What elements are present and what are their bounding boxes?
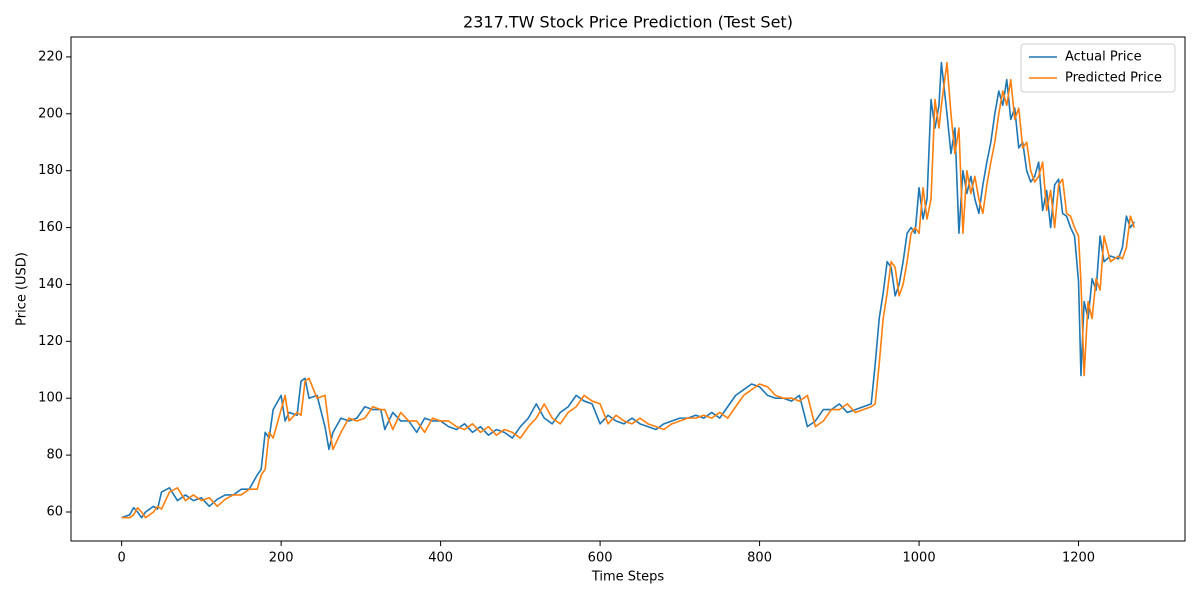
series-line	[121, 61, 1136, 519]
x-tick-label: 0	[117, 551, 125, 566]
series-line	[121, 61, 1136, 519]
legend-label: Actual Price	[1065, 50, 1142, 65]
x-tick-label: 400	[428, 551, 453, 566]
legend-box	[1020, 43, 1176, 93]
x-tick-label: 200	[269, 551, 294, 566]
y-tick-label: 220	[38, 49, 63, 64]
x-tick-label: 600	[588, 551, 613, 566]
y-tick-label: 80	[46, 448, 63, 463]
y-tick-label: 140	[38, 277, 63, 292]
x-tick-label: 1200	[1062, 551, 1095, 566]
y-tick-label: 200	[38, 106, 63, 121]
y-axis-label: Price (USD)	[15, 252, 30, 326]
y-tick-label: 60	[46, 504, 63, 519]
y-tick-label: 160	[38, 220, 63, 235]
chart-title: 2317.TW Stock Price Prediction (Test Set…	[463, 13, 793, 32]
x-tick-label: 1000	[903, 551, 936, 566]
y-tick-label: 100	[38, 391, 63, 406]
y-tick-label: 120	[38, 334, 63, 349]
plot-frame	[70, 36, 1186, 542]
legend-label: Predicted Price	[1065, 71, 1162, 86]
x-tick-label: 800	[747, 551, 772, 566]
y-tick-label: 180	[38, 163, 63, 178]
x-axis-label: Time Steps	[591, 570, 665, 585]
legend: Actual Price Predicted Price	[1020, 43, 1176, 93]
